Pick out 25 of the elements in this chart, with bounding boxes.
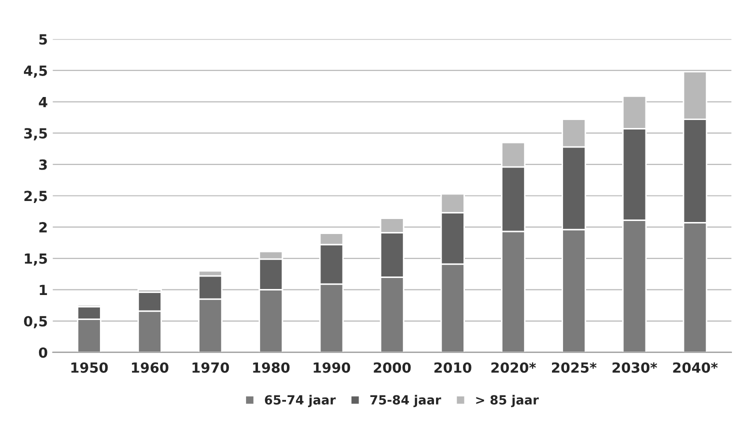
y-tick-label: 3,5 bbox=[24, 128, 47, 140]
x-tick-label: 2020* bbox=[491, 362, 536, 373]
y-tick-label: 4 bbox=[38, 96, 48, 108]
x-tick-label: 1990 bbox=[314, 362, 350, 373]
y-tick-label: 1,5 bbox=[24, 254, 47, 266]
x-tick-label: 1970 bbox=[192, 362, 229, 373]
y-tick-label: 2,5 bbox=[24, 190, 47, 203]
y-tick-label: 4,5 bbox=[24, 66, 47, 78]
x-tick-label: 2000 bbox=[374, 362, 411, 373]
y-tick-label: 0 bbox=[38, 347, 48, 358]
y-tick-label: 2 bbox=[39, 222, 47, 232]
y-tick-label: 1 bbox=[40, 284, 47, 295]
x-tick-label: 2025* bbox=[552, 362, 597, 373]
x-tick-label: 2040* bbox=[673, 362, 718, 373]
legend-label: 65-74 jaar bbox=[264, 394, 336, 408]
x-tick-label: 1980 bbox=[253, 362, 290, 373]
y-tick-label: 3 bbox=[39, 159, 47, 170]
x-tick-label: 1960 bbox=[132, 362, 168, 373]
x-tick-label: 2010 bbox=[434, 362, 472, 373]
x-tick-label: 1950 bbox=[71, 362, 108, 373]
y-tick-label: 5 bbox=[39, 34, 47, 45]
y-tick-label: 0,5 bbox=[24, 316, 47, 328]
legend-label: 75-84 jaar bbox=[370, 394, 442, 408]
legend-label: > 85 jaar bbox=[476, 394, 539, 408]
x-tick-label: 2030* bbox=[612, 362, 658, 373]
